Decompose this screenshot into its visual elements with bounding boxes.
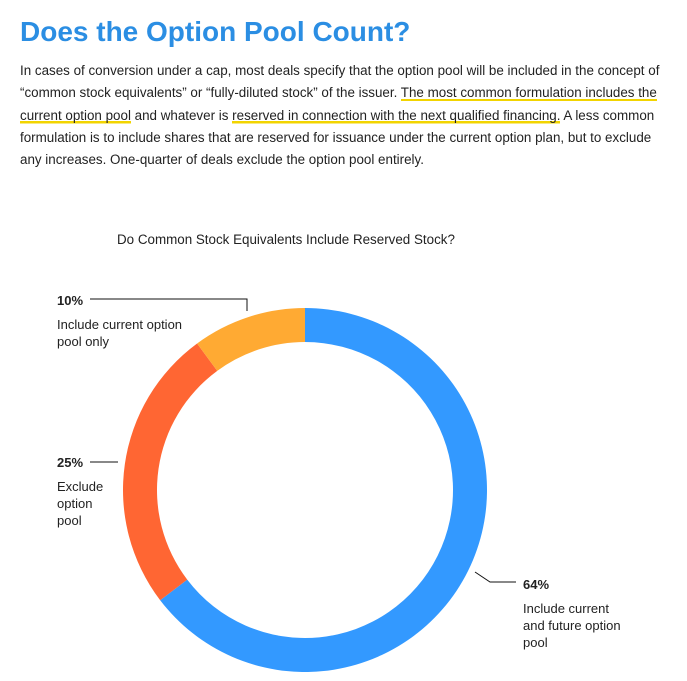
callout-leader-line	[474, 571, 516, 583]
highlight-reserved-financing: reserved in connection with the next qua…	[232, 107, 561, 124]
highlight-current-option-pool: current option pool	[20, 107, 131, 124]
chart-title: Do Common Stock Equivalents Include Rese…	[117, 232, 455, 247]
callout-leader-line	[90, 298, 248, 311]
paragraph-sentence-1: In cases of conversion under a cap, most…	[20, 63, 660, 101]
highlight-most-common: The most common formulation includes the	[400, 85, 657, 102]
paragraph-sentence-3: A less common formulation is to include …	[20, 107, 655, 168]
slice-value-label: 10%	[57, 293, 84, 308]
page-title: Does the Option Pool Count?	[20, 16, 411, 47]
slice-category-label: Include current and future option pool	[523, 601, 621, 650]
donut-slice	[197, 308, 305, 371]
slice-category-label: Include current option pool only	[57, 317, 183, 349]
donut-slice	[123, 343, 218, 601]
callout-current-only: 10% Include current option pool only	[57, 292, 197, 350]
slice-value-label: 64%	[523, 577, 550, 592]
callout-current-and-future: 64% Include current and future option po…	[523, 576, 633, 651]
slice-category-label: Exclude option pool	[57, 479, 104, 528]
callout-exclude: 25% Exclude option pool	[57, 454, 117, 529]
slice-value-label: 25%	[57, 455, 84, 470]
intro-paragraph: In cases of conversion under a cap, most…	[20, 60, 670, 171]
paragraph-connector: and whatever is	[130, 107, 233, 123]
